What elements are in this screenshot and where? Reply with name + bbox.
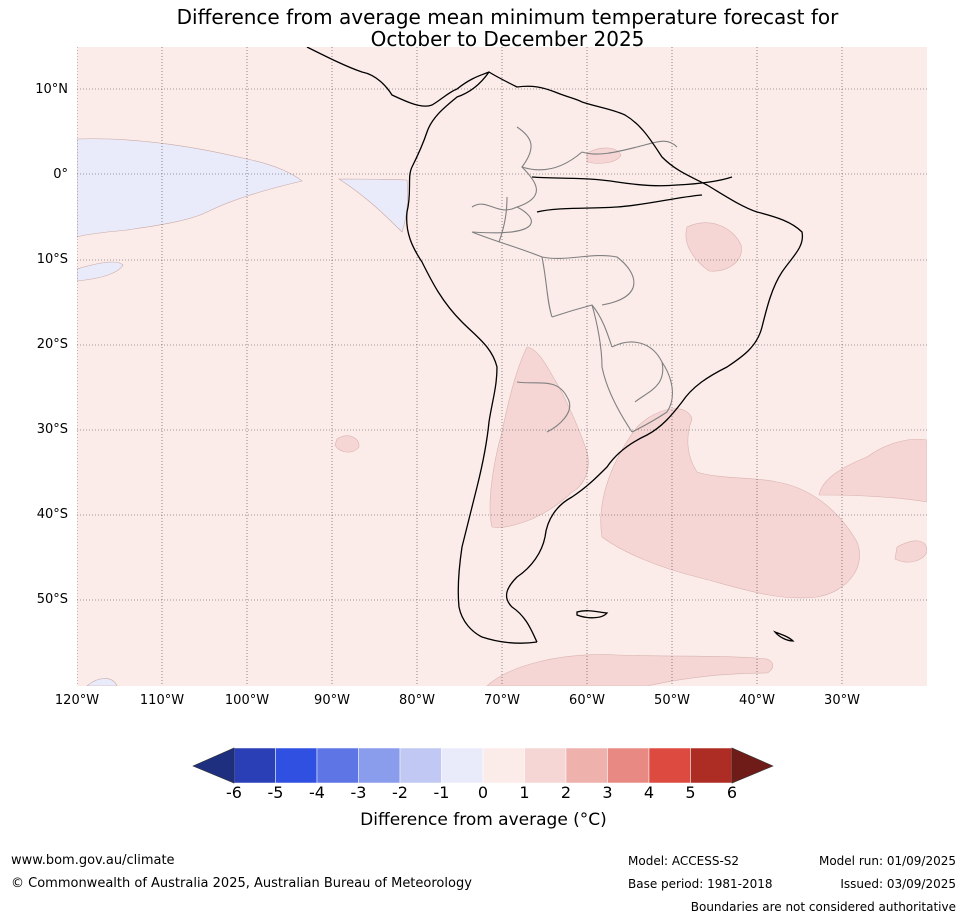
colorbar-cell (275, 747, 318, 784)
lat-label-50s: 50°S (36, 592, 68, 607)
footer-model: Model: ACCESS-S2 (628, 854, 740, 868)
warm-anomaly-amazon (586, 147, 622, 164)
cool-anomaly-pacific-2 (337, 178, 409, 233)
chart-title-line1: Difference from average mean minimum tem… (176, 5, 839, 29)
chart-title-line2: October to December 2025 (370, 27, 645, 51)
colorbar-cell (399, 747, 442, 784)
cool-anomaly-pacific (77, 138, 303, 238)
lat-label-10s: 10°S (36, 252, 68, 267)
map-panel (77, 47, 927, 686)
colorbar-cells (233, 747, 733, 784)
lon-label-90w: 90°W (314, 693, 350, 708)
footer-model-run: Model run: 01/09/2025 (818, 854, 956, 868)
lon-label-80w: 80°W (399, 693, 435, 708)
lon-label-60w: 60°W (569, 693, 605, 708)
warm-anomaly-argentina (489, 346, 589, 528)
colorbar-cell (690, 747, 733, 784)
warm-anomaly-pacific-spot (334, 435, 360, 453)
warm-anomaly-south (486, 654, 774, 686)
lat-label-10n: 10°N (35, 82, 68, 97)
colorbar-cell (233, 747, 276, 784)
lon-label-30w: 30°W (824, 693, 860, 708)
country-borders (471, 126, 678, 433)
warm-anomaly-far-east (894, 540, 927, 563)
colorbar-left-arrow (192, 747, 235, 784)
colorbar-tick-label: 5 (685, 783, 696, 802)
colorbar-right-arrow (731, 747, 774, 784)
colorbar-cell (441, 747, 484, 784)
lat-label-40s: 40°S (36, 507, 68, 522)
colorbar-tick-label: -6 (226, 783, 242, 802)
colorbar-cell (648, 747, 691, 784)
footer-issued: Issued: 03/09/2025 (840, 877, 956, 891)
warm-anomaly-se-atlantic (818, 438, 927, 503)
colorbar-tick-label: 3 (602, 783, 613, 802)
footer-base-period: Base period: 1981-2018 (628, 877, 773, 891)
lon-label-100w: 100°W (224, 693, 270, 708)
colorbar-tick-label: 1 (519, 783, 530, 802)
colorbar-tick-label: -5 (267, 783, 284, 802)
colorbar-tick-label: 6 (726, 783, 738, 802)
colorbar-tick-label: 4 (643, 783, 655, 802)
colorbar-cell (565, 747, 608, 784)
colorbar-tick-label: -2 (392, 783, 408, 802)
footer-disclaimer: Boundaries are not considered authoritat… (690, 900, 956, 914)
colorbar-cell (607, 747, 650, 784)
lat-label-0: 0° (53, 167, 68, 182)
cool-anomaly-west (77, 261, 124, 282)
gridlines (77, 47, 927, 686)
lon-label-40w: 40°W (739, 693, 775, 708)
cool-anomaly-sw (86, 678, 118, 686)
lon-label-50w: 50°W (654, 693, 690, 708)
map-svg (77, 47, 927, 686)
footer-website[interactable]: www.bom.gov.au/climate (11, 853, 175, 868)
colorbar-cell (316, 747, 359, 784)
colorbar-tick-label: 0 (477, 783, 489, 802)
colorbar-tick-label: -4 (309, 783, 325, 802)
footer-copyright: © Commonwealth of Australia 2025, Austra… (11, 876, 472, 891)
colorbar-tick-label: -3 (350, 783, 367, 802)
lat-label-20s: 20°S (36, 337, 68, 352)
colorbar-cell (524, 747, 567, 784)
lon-label-70w: 70°W (484, 693, 520, 708)
lon-label-110w: 110°W (139, 693, 185, 708)
colorbar-tick-label: 2 (560, 783, 572, 802)
warm-anomaly-atlantic (600, 408, 860, 599)
lon-label-120w: 120°W (54, 693, 100, 708)
lat-label-30s: 30°S (36, 422, 68, 437)
coastline (306, 47, 804, 644)
warm-anomaly-brazil (685, 222, 742, 272)
colorbar-label: Difference from average (°C) (360, 810, 607, 830)
colorbar-cell (358, 747, 401, 784)
colorbar-cell (482, 747, 525, 784)
colorbar-tick-label: -1 (433, 783, 450, 802)
